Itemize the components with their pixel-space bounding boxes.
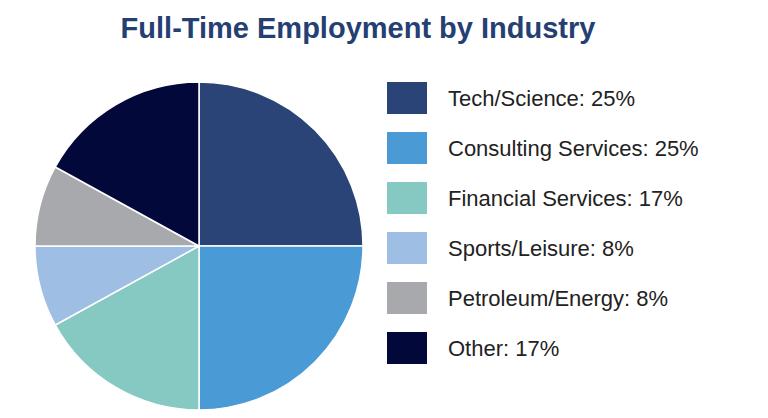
chart-container: Full-Time Employment by Industry Tech/Sci… (0, 0, 768, 418)
legend-swatch (387, 232, 427, 264)
legend-label: Consulting Services: 25% (448, 136, 699, 161)
legend-swatch (387, 182, 427, 214)
pie-slice (55, 82, 199, 246)
legend-swatch (387, 82, 427, 114)
pie-slice (199, 246, 363, 410)
pie-slice (35, 246, 199, 325)
chart-svg: Full-Time Employment by Industry Tech/Sci… (0, 0, 768, 418)
pie (35, 82, 363, 410)
legend-label: Financial Services: 17% (448, 186, 683, 211)
legend-swatch (387, 332, 427, 364)
legend-label: Other: 17% (448, 336, 559, 361)
legend: Tech/Science: 25% Consulting Services: 25… (387, 82, 699, 364)
pie-slice (199, 82, 363, 246)
legend-label: Sports/Leisure: 8% (448, 236, 634, 261)
legend-swatch (387, 132, 427, 164)
chart-title: Full-Time Employment by Industry (121, 12, 596, 44)
legend-swatch (387, 282, 427, 314)
legend-label: Tech/Science: 25% (448, 86, 635, 111)
legend-label: Petroleum/Energy: 8% (448, 286, 668, 311)
